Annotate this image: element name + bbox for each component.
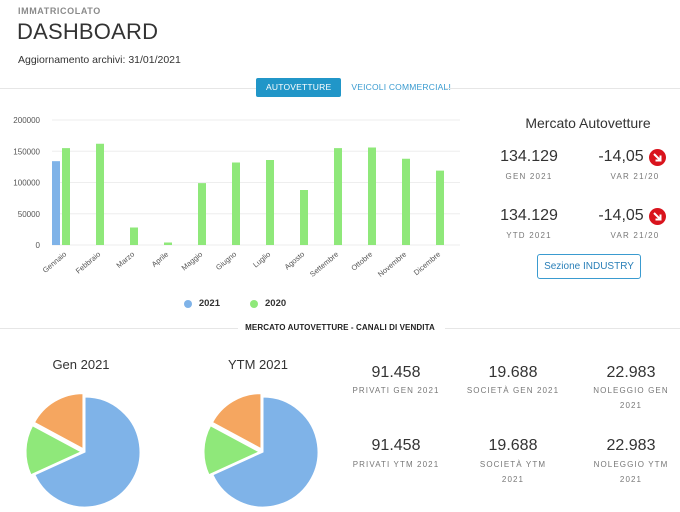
bar-2020-novembre[interactable] xyxy=(402,158,410,245)
pie-ytm-2021 xyxy=(203,393,319,508)
market-title: Mercato Autovetture xyxy=(525,115,651,131)
kpi-gen-label: GEN 2021 xyxy=(505,172,553,181)
stat-noleggio-gen-value: 22.983 xyxy=(606,364,656,381)
pie-slice-noleggio[interactable] xyxy=(211,393,262,450)
last-update-label: Aggiornamento archivi: xyxy=(18,54,126,66)
legend-label-2020: 2020 xyxy=(265,298,287,309)
bar-2020-aprile[interactable] xyxy=(164,242,172,246)
x-tick-label: Ottobre xyxy=(349,250,374,273)
bar-2020-agosto[interactable] xyxy=(300,190,308,245)
last-update: Aggiornamento archivi: 31/01/2021 xyxy=(18,54,181,66)
x-tick-label: Febbraio xyxy=(74,250,102,276)
stat-privati-ytm-value: 91.458 xyxy=(371,437,421,454)
pie-slice-privati[interactable] xyxy=(34,396,141,508)
stat-privati-ytm-label: PRIVATI YTM 2021 xyxy=(352,460,440,469)
kpi-ytd-label: YTD 2021 xyxy=(506,231,552,240)
x-tick-label: Giugno xyxy=(214,250,238,272)
legend-dot-2020 xyxy=(250,299,258,308)
chart-legend: 2021 2020 xyxy=(0,298,470,309)
pie-gen-2021 xyxy=(25,393,141,508)
y-tick-label: 0 xyxy=(36,241,41,250)
x-tick-label: Dicembre xyxy=(412,250,442,278)
x-tick-label: Novembre xyxy=(376,250,408,279)
bar-2021-gennaio[interactable] xyxy=(52,161,60,245)
pie-slice-società[interactable] xyxy=(25,425,83,476)
last-update-value: 31/01/2021 xyxy=(128,54,181,66)
pie-gen-title: Gen 2021 xyxy=(52,357,110,372)
kpi-gen-variation-label: VAR 21/20 xyxy=(610,172,660,181)
legend-item-2020[interactable]: 2020 xyxy=(250,298,286,309)
tab-veicoli-commerciali[interactable]: VEICOLI COMMERCIALI xyxy=(351,82,452,92)
stat-noleggio-ytm-value: 22.983 xyxy=(606,437,656,454)
x-tick-label: Luglio xyxy=(251,250,272,270)
tab-autovetture[interactable]: AUTOVETTURE xyxy=(256,78,342,97)
arrow-down-right-icon xyxy=(648,148,666,166)
y-tick-label: 200000 xyxy=(13,116,40,125)
divider-top-right xyxy=(445,88,680,89)
bar-2020-ottobre[interactable] xyxy=(368,147,376,246)
page-kicker: IMMATRICOLATO xyxy=(18,6,101,16)
x-tick-label: Agosto xyxy=(283,250,307,272)
kpi-gen-value: 134.129 xyxy=(500,148,558,165)
y-tick-label: 150000 xyxy=(13,147,40,156)
kpi-gen-variation: -14,05 xyxy=(572,148,680,166)
stat-societa-gen-value: 19.688 xyxy=(488,364,538,381)
legend-item-2021[interactable]: 2021 xyxy=(183,298,220,309)
y-tick-label: 100000 xyxy=(13,179,40,188)
bar-2020-maggio[interactable] xyxy=(198,183,206,245)
x-tick-label: Settembre xyxy=(308,250,340,279)
stat-noleggio-gen-label: NOLEGGIO GEN 2021 xyxy=(593,386,669,410)
legend-label-2021: 2021 xyxy=(198,298,220,309)
legend-dot-2021 xyxy=(183,299,192,308)
bar-2020-giugno[interactable] xyxy=(232,162,240,246)
stat-noleggio-ytm-label: NOLEGGIO YTM 2021 xyxy=(593,460,669,484)
divider-sales-left xyxy=(0,328,238,329)
x-tick-label: Aprile xyxy=(150,250,170,269)
divider-top-left xyxy=(0,88,256,89)
pie-ytm-title: YTM 2021 xyxy=(228,357,288,372)
kpi-ytd-value: 134.129 xyxy=(500,207,558,224)
sales-channels-title: MERCATO AUTOVETTURE - CANALI DI VENDITA xyxy=(245,323,435,332)
stat-societa-ytm-value: 19.688 xyxy=(488,437,538,454)
x-tick-label: Gennaio xyxy=(41,250,69,275)
bar-2020-febbraio[interactable] xyxy=(96,143,104,245)
bar-2020-luglio[interactable] xyxy=(266,160,274,245)
kpi-ytd-variation-label: VAR 21/20 xyxy=(610,231,660,240)
bar-2020-settembre[interactable] xyxy=(334,148,342,245)
industry-section-button[interactable]: Sezione INDUSTRY xyxy=(537,254,641,279)
arrow-down-right-icon xyxy=(648,207,666,225)
stat-privati-gen-value: 91.458 xyxy=(371,364,421,381)
stat-privati-gen-label: PRIVATI GEN 2021 xyxy=(352,386,440,395)
bar-2020-dicembre[interactable] xyxy=(436,170,444,245)
pie-slice-società[interactable] xyxy=(203,425,261,476)
divider-sales-right xyxy=(445,328,680,329)
bar-2020-gennaio[interactable] xyxy=(62,148,70,245)
pie-slice-privati[interactable] xyxy=(212,396,319,508)
bar-2020-marzo[interactable] xyxy=(130,227,138,246)
y-tick-label: 50000 xyxy=(18,210,41,219)
stat-societa-ytm-label: SOCIETÀ YTM 2021 xyxy=(479,460,547,484)
stat-societa-gen-label: SOCIETÀ GEN 2021 xyxy=(466,386,560,395)
kpi-ytd-variation: -14,05 xyxy=(572,207,680,225)
page-title: DASHBOARD xyxy=(17,19,159,44)
vehicle-tabs: AUTOVETTURE VEICOLI COMMERCIALI xyxy=(256,78,461,97)
pie-slice-noleggio[interactable] xyxy=(33,393,84,450)
kpi-ytd-variation-value: -14,05 xyxy=(598,207,644,224)
x-tick-label: Marzo xyxy=(115,250,137,270)
kpi-gen-variation-value: -14,05 xyxy=(598,148,644,165)
x-tick-label: Maggio xyxy=(180,250,205,273)
